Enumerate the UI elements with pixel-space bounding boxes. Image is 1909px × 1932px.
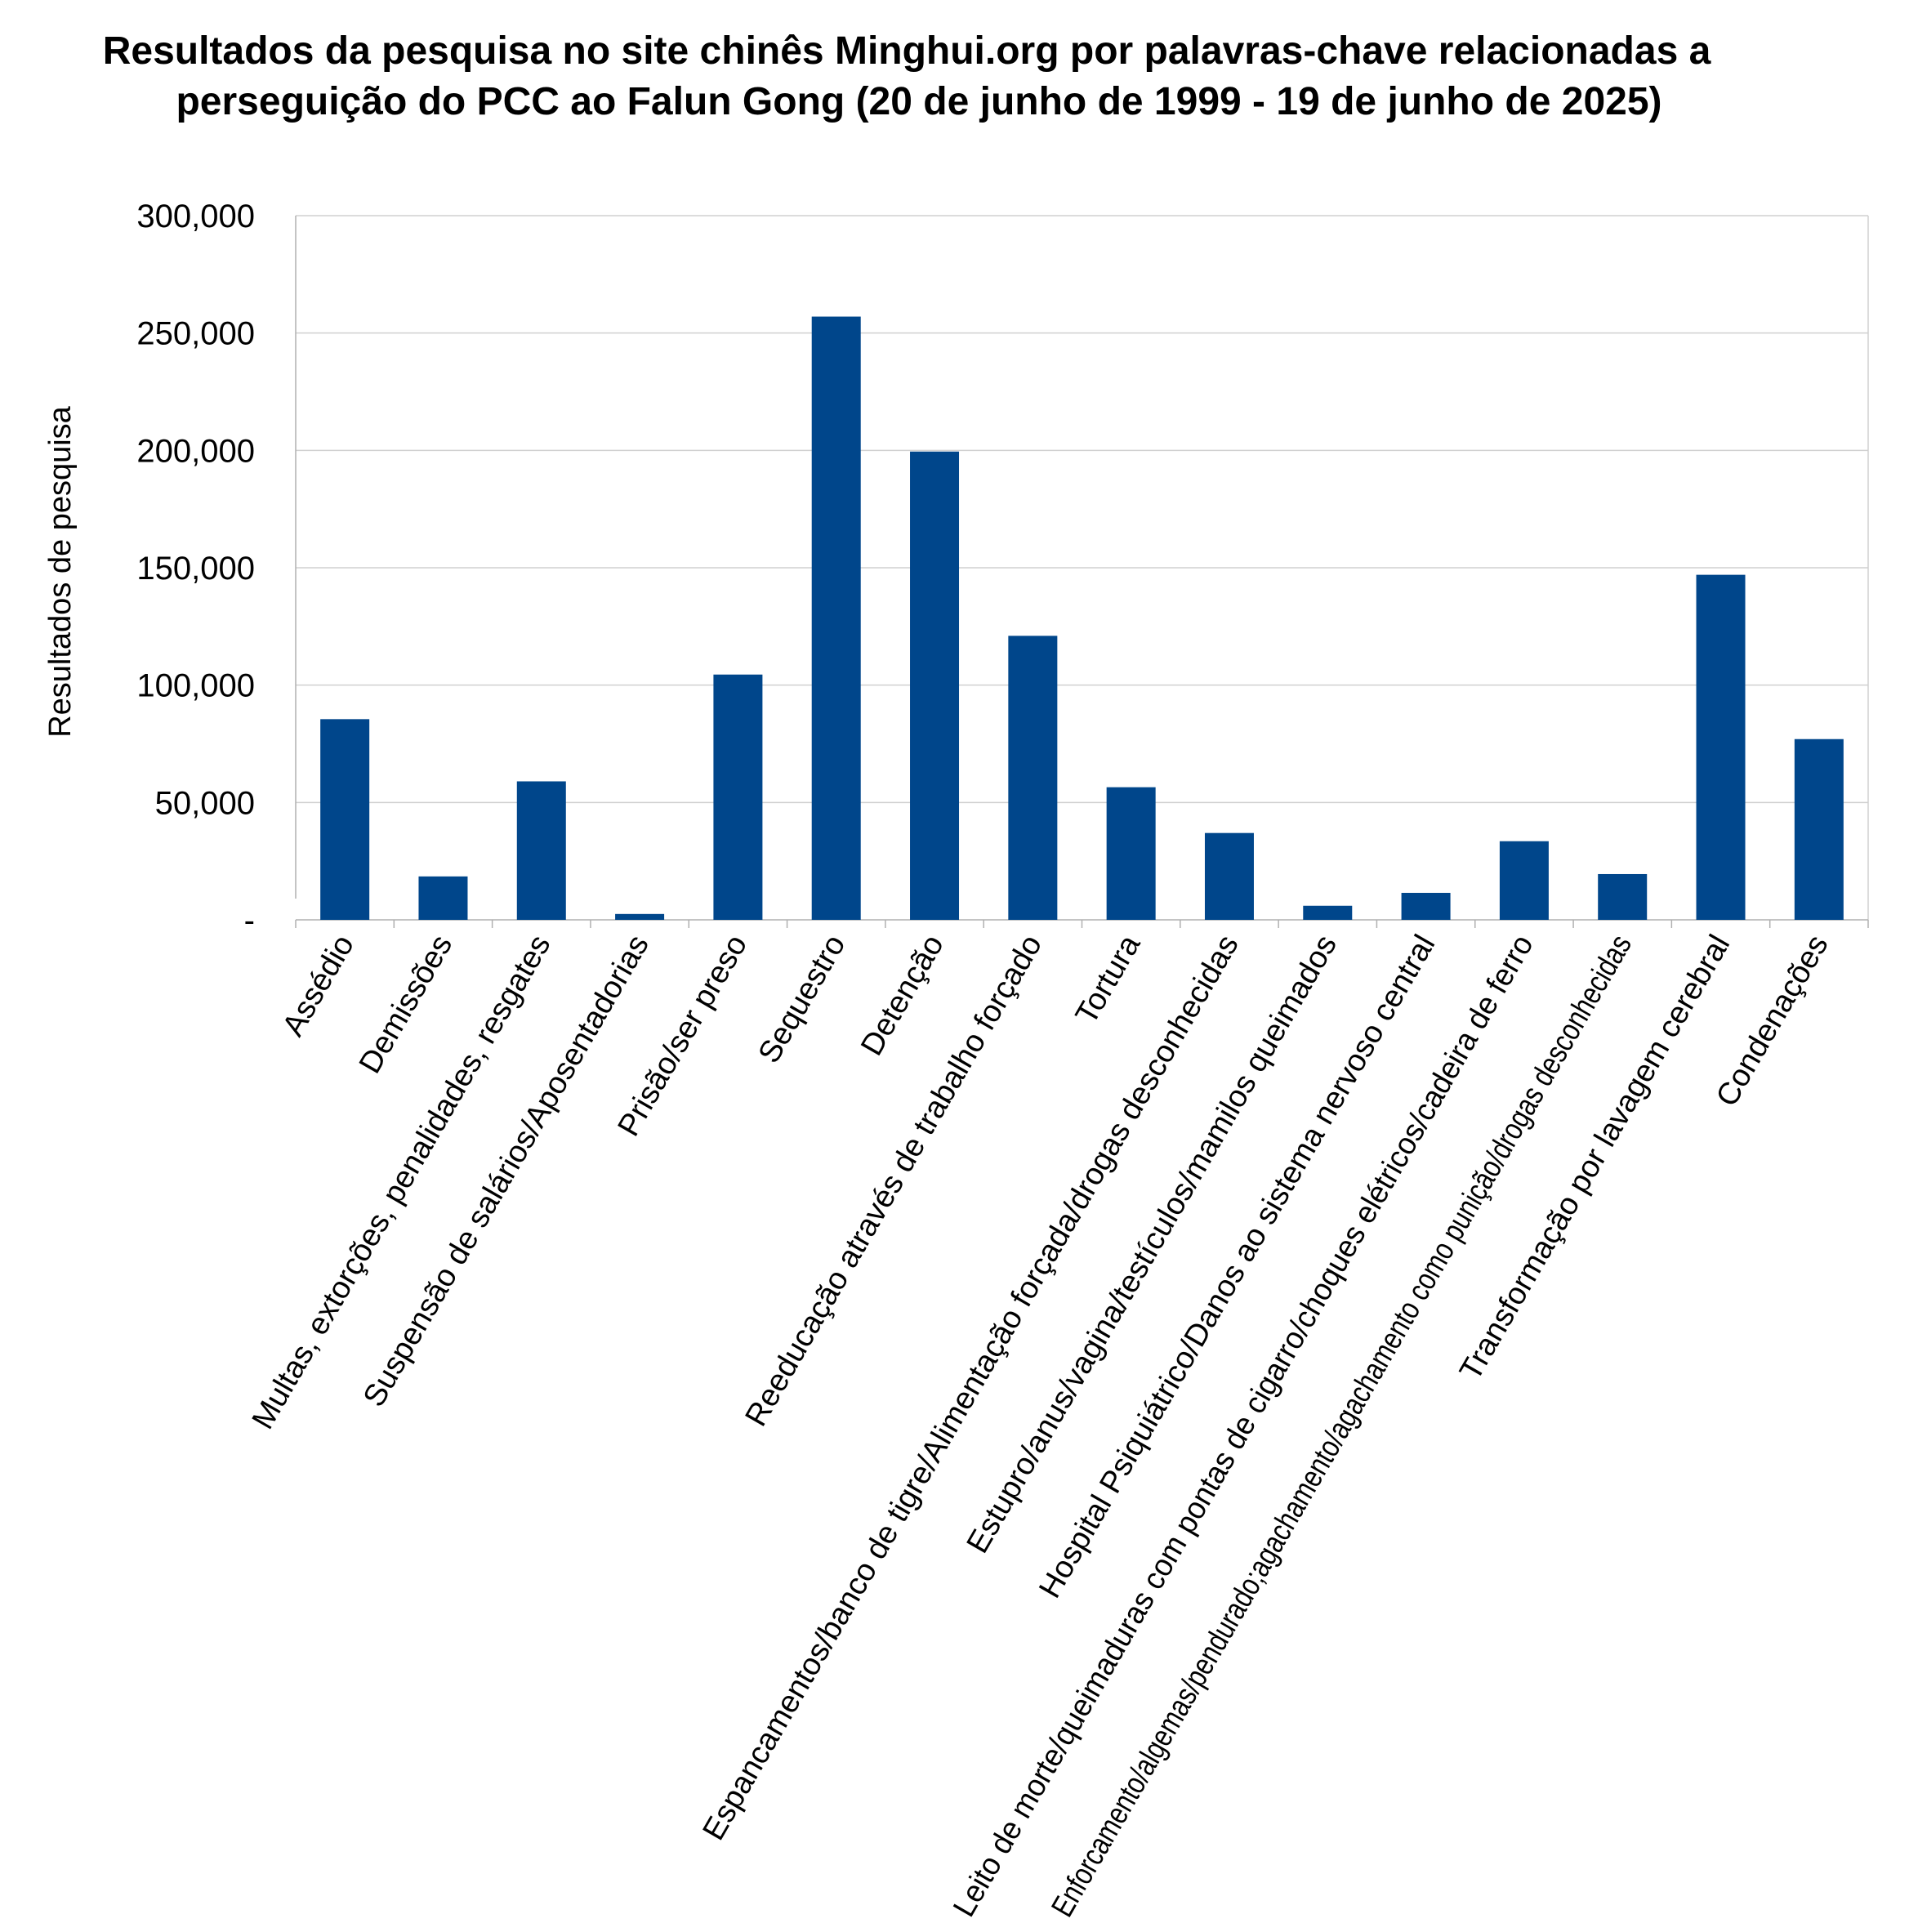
gridlines <box>296 215 1869 920</box>
bar <box>1598 873 1648 920</box>
chart-title-line-1: Resultados da pesquisa no site chinês Mi… <box>103 29 1711 73</box>
x-tick-label: Detenção <box>854 930 951 1062</box>
bar <box>811 316 861 920</box>
y-tick-label: 200,000 <box>136 433 255 469</box>
y-axis-label: Resultados de pesquisa <box>43 405 78 737</box>
x-tick-label: Tortura <box>1069 929 1148 1030</box>
bar <box>1696 574 1746 920</box>
x-tick-label: Demissões <box>353 930 459 1080</box>
x-tick-label: Assédio <box>276 930 361 1042</box>
bars <box>320 316 1844 920</box>
bar <box>910 451 960 920</box>
bar <box>1499 841 1549 920</box>
y-tick-label: - <box>244 903 255 939</box>
bar <box>320 719 370 920</box>
bar <box>1303 905 1353 920</box>
chart-title-line-2: perseguição do PCC ao Falun Gong (20 de … <box>176 80 1661 123</box>
bar <box>1106 787 1156 920</box>
y-tick-label: 100,000 <box>136 668 255 704</box>
y-tick-labels: - 50,000 100,000 150,000 200,000 250,000 300,0… <box>136 199 255 939</box>
y-tick-label: 150,000 <box>136 551 255 587</box>
bar <box>516 781 566 920</box>
x-tick-label: Hospital Psiquiátrico/Danos ao sistema n… <box>1033 930 1442 1604</box>
bar <box>1008 636 1058 920</box>
x-tick-label: Estupro/anus/vagina/testículos/mamilos q… <box>961 930 1344 1559</box>
y-tick-label: 250,000 <box>136 316 255 352</box>
bar <box>615 913 665 920</box>
bar <box>1401 892 1451 920</box>
bar <box>1204 832 1254 920</box>
x-tick-label: Sequestro <box>752 930 853 1069</box>
y-tick-label: 50,000 <box>155 785 255 821</box>
bar <box>1794 738 1844 920</box>
chart-title: Resultados da pesquisa no site chinês Mi… <box>103 29 1711 123</box>
bar <box>713 674 763 920</box>
bar <box>418 876 468 920</box>
y-tick-label: 300,000 <box>136 199 255 234</box>
